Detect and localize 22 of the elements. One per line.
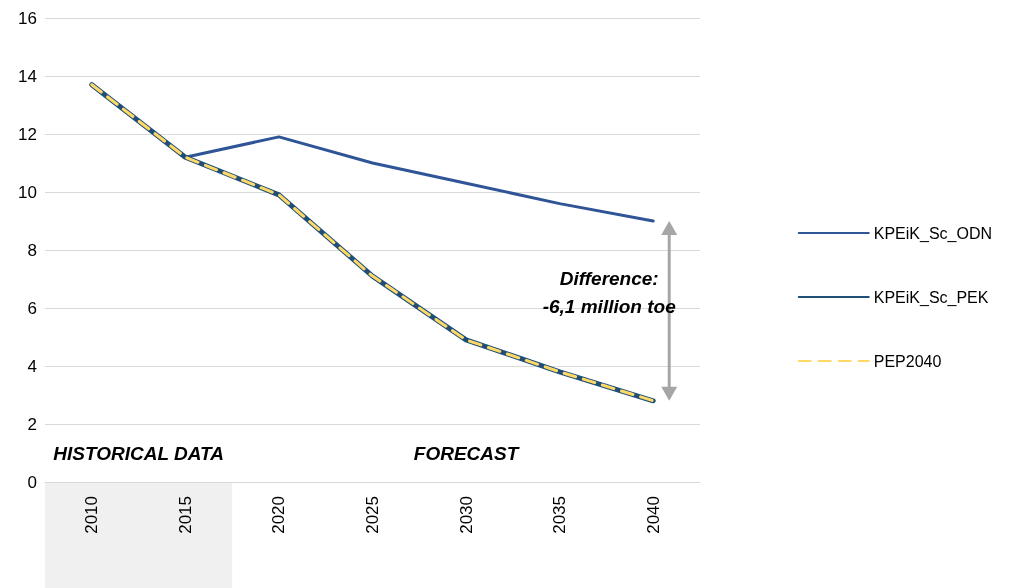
x-tick-label: 2020 (269, 496, 289, 534)
y-tick-label: 12 (18, 124, 37, 144)
y-tick-label: 10 (18, 182, 37, 202)
legend-label: KPEiK_Sc_PEK (873, 288, 989, 307)
x-tick-label: 2010 (82, 496, 102, 534)
x-tick-label: 2025 (363, 496, 382, 534)
y-tick-label: 14 (18, 66, 37, 86)
y-tick-label: 2 (27, 414, 37, 434)
y-tick-label: 6 (27, 298, 37, 318)
y-tick-label: 16 (18, 8, 37, 28)
annotation: FORECAST (413, 443, 520, 464)
legend-label: KPEiK_Sc_ODN (873, 224, 992, 243)
annotation: HISTORICAL DATA (53, 443, 224, 464)
y-tick-label: 8 (27, 240, 37, 260)
annotation: Difference: -6,1 million toe (542, 267, 677, 317)
x-tick-label: 2015 (175, 496, 195, 534)
x-tick-label: 2030 (456, 496, 476, 534)
y-tick-label: 4 (27, 356, 37, 376)
y-tick-label: 0 (27, 472, 37, 492)
x-tick-label: 2035 (550, 496, 570, 534)
x-tick-label: 2040 (643, 496, 663, 534)
legend-label: PEP2040 (873, 352, 942, 370)
